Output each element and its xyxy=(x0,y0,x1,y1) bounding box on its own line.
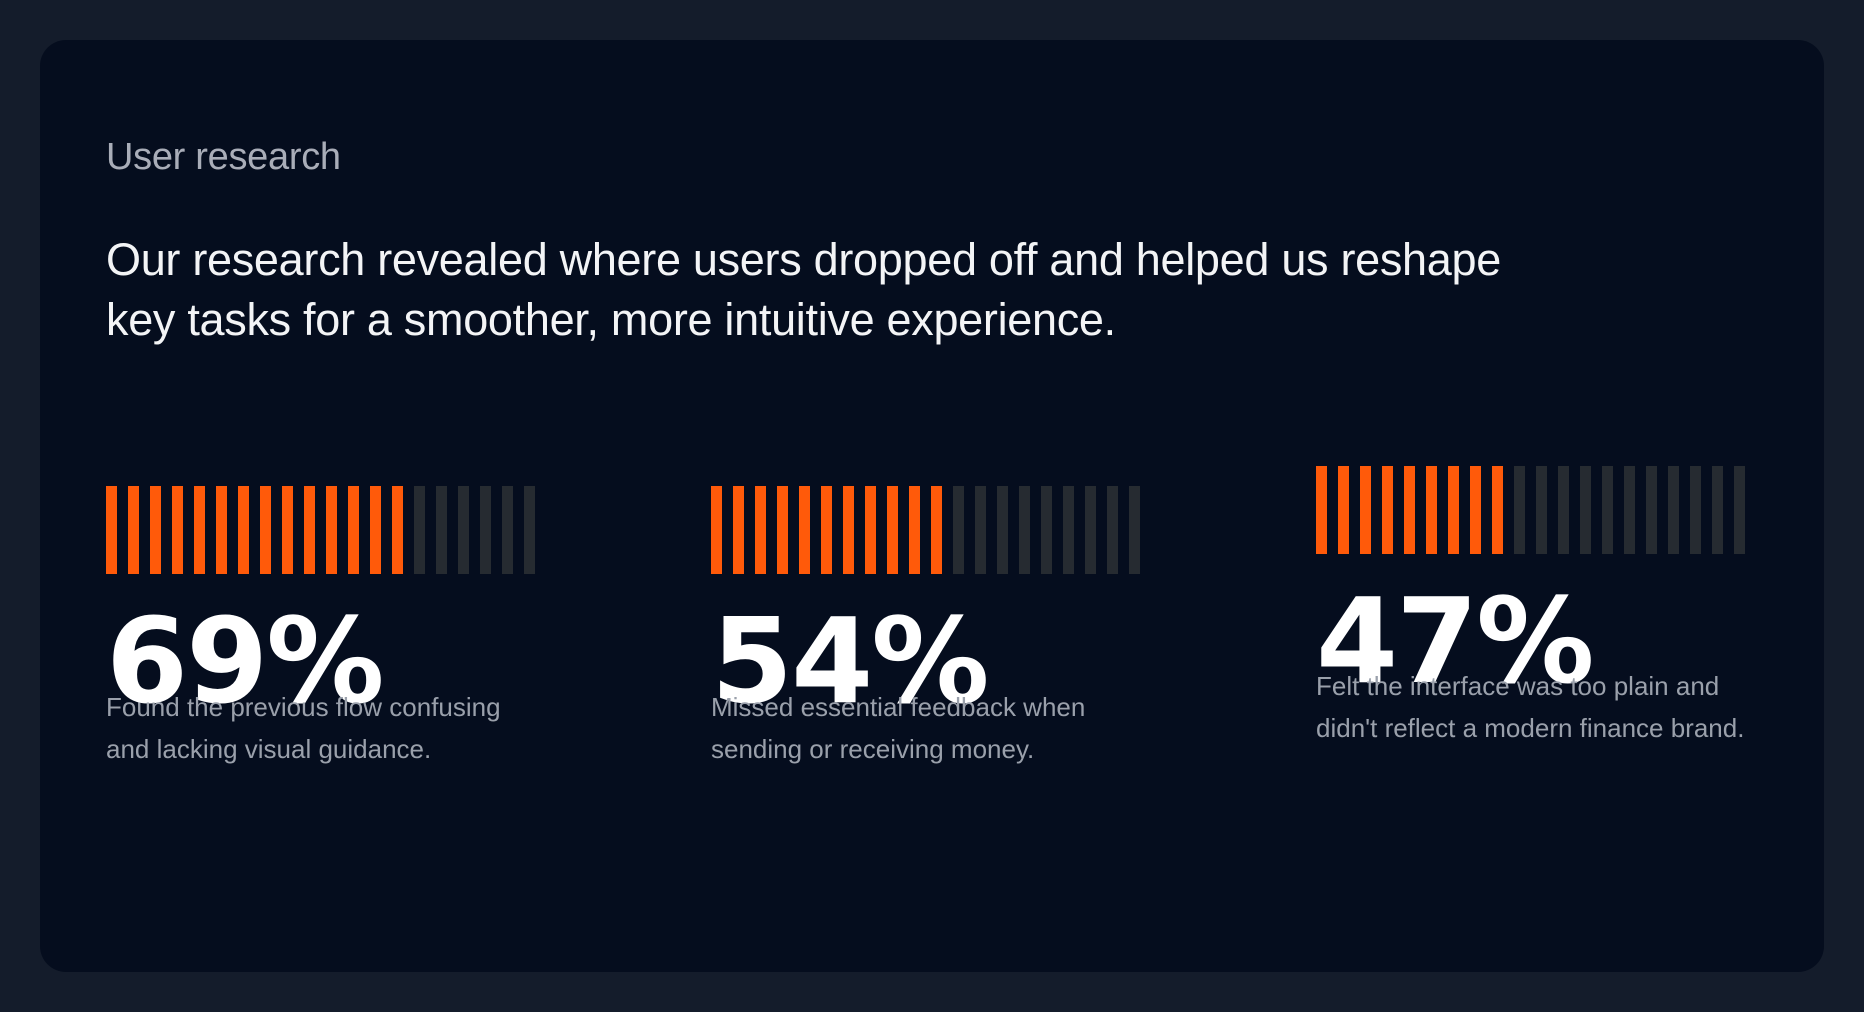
meter-bar-filled xyxy=(260,486,272,574)
meter-bar-filled xyxy=(370,486,382,574)
meter-bar-empty xyxy=(458,486,470,574)
meter-bar-empty xyxy=(1646,466,1658,554)
stat-value: 69% xyxy=(106,592,384,730)
meter-bar-filled xyxy=(865,486,877,574)
stats-row: 69% Found the previous flow confusing an… xyxy=(106,40,1796,972)
meter-bar-empty xyxy=(1734,466,1746,554)
meter-bar-filled xyxy=(1360,466,1372,554)
meter-bar-empty xyxy=(1041,486,1053,574)
meter-bar-filled xyxy=(150,486,162,574)
meter-bar-filled xyxy=(326,486,338,574)
stat-description: Missed essential feedback when sending o… xyxy=(711,692,1086,764)
meter-bar-empty xyxy=(1668,466,1680,554)
section-headline: Our research revealed where users droppe… xyxy=(106,234,1501,345)
meter-bar-empty xyxy=(1712,466,1724,554)
meter-bar-filled xyxy=(931,486,943,574)
meter-bar-filled xyxy=(106,486,118,574)
meter-bar-filled xyxy=(1492,466,1504,554)
meter-bar-filled xyxy=(1338,466,1350,554)
meter-bar-filled xyxy=(392,486,404,574)
meter-bar-filled xyxy=(733,486,745,574)
meter-bar-filled xyxy=(777,486,789,574)
meter-bar-empty xyxy=(1019,486,1031,574)
meter-bar-empty xyxy=(480,486,492,574)
meter-bar-empty xyxy=(1624,466,1636,554)
meter-bar-filled xyxy=(172,486,184,574)
meter-bar-empty xyxy=(1602,466,1614,554)
meter-bar-filled xyxy=(1316,466,1328,554)
meter-bar-empty xyxy=(524,486,536,574)
meter-bar-empty xyxy=(1558,466,1570,554)
meter-bar-filled xyxy=(216,486,228,574)
meter-bar-empty xyxy=(1514,466,1526,554)
meter-bar-filled xyxy=(194,486,206,574)
meter-bar-filled xyxy=(348,486,360,574)
meter-bar-filled xyxy=(1470,466,1482,554)
meter-bar-filled xyxy=(799,486,811,574)
meter-bar-filled xyxy=(1448,466,1460,554)
stat-bar-meter xyxy=(711,486,1151,574)
meter-bar-filled xyxy=(1404,466,1416,554)
meter-bar-empty xyxy=(1129,486,1141,574)
meter-bar-empty xyxy=(953,486,965,574)
meter-bar-empty xyxy=(975,486,987,574)
stat-value: 54% xyxy=(711,592,989,730)
meter-bar-empty xyxy=(1107,486,1119,574)
stat-description: Found the previous flow confusing and la… xyxy=(106,692,501,764)
meter-bar-filled xyxy=(909,486,921,574)
meter-bar-filled xyxy=(304,486,316,574)
meter-bar-empty xyxy=(502,486,514,574)
meter-bar-filled xyxy=(755,486,767,574)
section-eyebrow: User research xyxy=(106,136,341,178)
meter-bar-empty xyxy=(997,486,1009,574)
meter-bar-empty xyxy=(1536,466,1548,554)
meter-bar-filled xyxy=(128,486,140,574)
stat-value: 47% xyxy=(1316,572,1594,710)
stat-description: Felt the interface was too plain and did… xyxy=(1316,671,1745,743)
research-card: User research Our research revealed wher… xyxy=(40,40,1824,972)
meter-bar-empty xyxy=(436,486,448,574)
meter-bar-empty xyxy=(414,486,426,574)
meter-bar-empty xyxy=(1690,466,1702,554)
stat-bar-meter xyxy=(106,486,546,574)
meter-bar-empty xyxy=(1085,486,1097,574)
meter-bar-filled xyxy=(1382,466,1394,554)
meter-bar-filled xyxy=(887,486,899,574)
meter-bar-filled xyxy=(821,486,833,574)
meter-bar-empty xyxy=(1580,466,1592,554)
meter-bar-filled xyxy=(843,486,855,574)
stat-bar-meter xyxy=(1316,466,1756,554)
meter-bar-empty xyxy=(1063,486,1075,574)
meter-bar-filled xyxy=(711,486,723,574)
meter-bar-filled xyxy=(238,486,250,574)
meter-bar-filled xyxy=(282,486,294,574)
meter-bar-filled xyxy=(1426,466,1438,554)
